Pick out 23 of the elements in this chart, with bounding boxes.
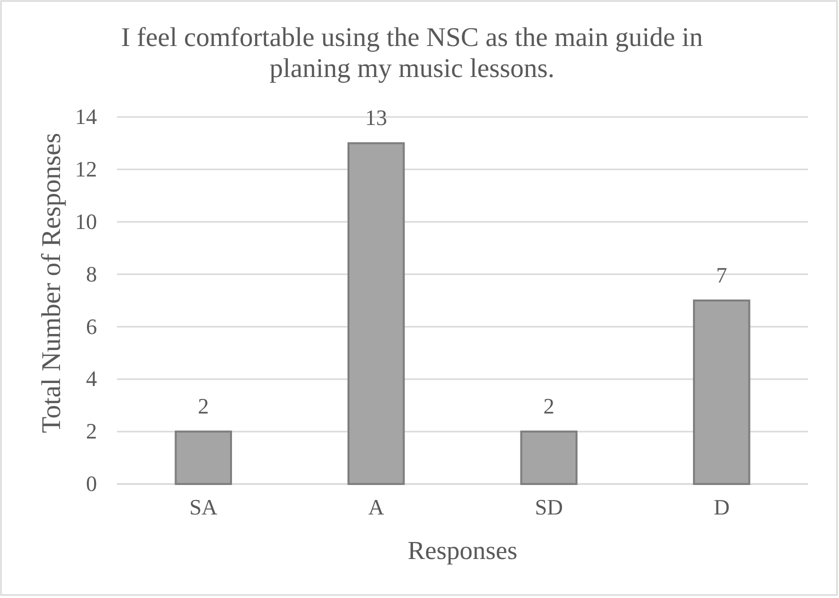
x-tick-label: SA bbox=[189, 494, 218, 520]
data-label: 13 bbox=[365, 105, 388, 130]
x-axis-title: Responses bbox=[408, 536, 518, 565]
data-label: 2 bbox=[543, 394, 554, 419]
y-tick-label: 4 bbox=[86, 366, 97, 392]
chart-title: I feel comfortable using the NSC as the main guide in planing my music lessons. bbox=[121, 22, 704, 83]
bar bbox=[347, 142, 405, 485]
bar bbox=[692, 300, 750, 485]
x-tick-label: SD bbox=[534, 494, 563, 520]
y-tick-label: 0 bbox=[86, 471, 97, 496]
y-tick-label: 2 bbox=[86, 418, 97, 444]
bar bbox=[520, 430, 578, 485]
y-tick-label: 10 bbox=[75, 208, 97, 234]
x-tick-label: D bbox=[714, 494, 730, 520]
y-tick-label: 14 bbox=[75, 104, 97, 130]
bar bbox=[174, 430, 232, 485]
y-tick-label: 12 bbox=[75, 156, 97, 182]
y-tick-label: 6 bbox=[86, 314, 97, 339]
data-label: 2 bbox=[198, 394, 209, 419]
y-axis-title: Total Number of Responses bbox=[36, 132, 66, 434]
y-tick-label: 8 bbox=[86, 261, 97, 286]
x-tick-label: A bbox=[368, 494, 384, 520]
data-label: 7 bbox=[716, 262, 728, 288]
